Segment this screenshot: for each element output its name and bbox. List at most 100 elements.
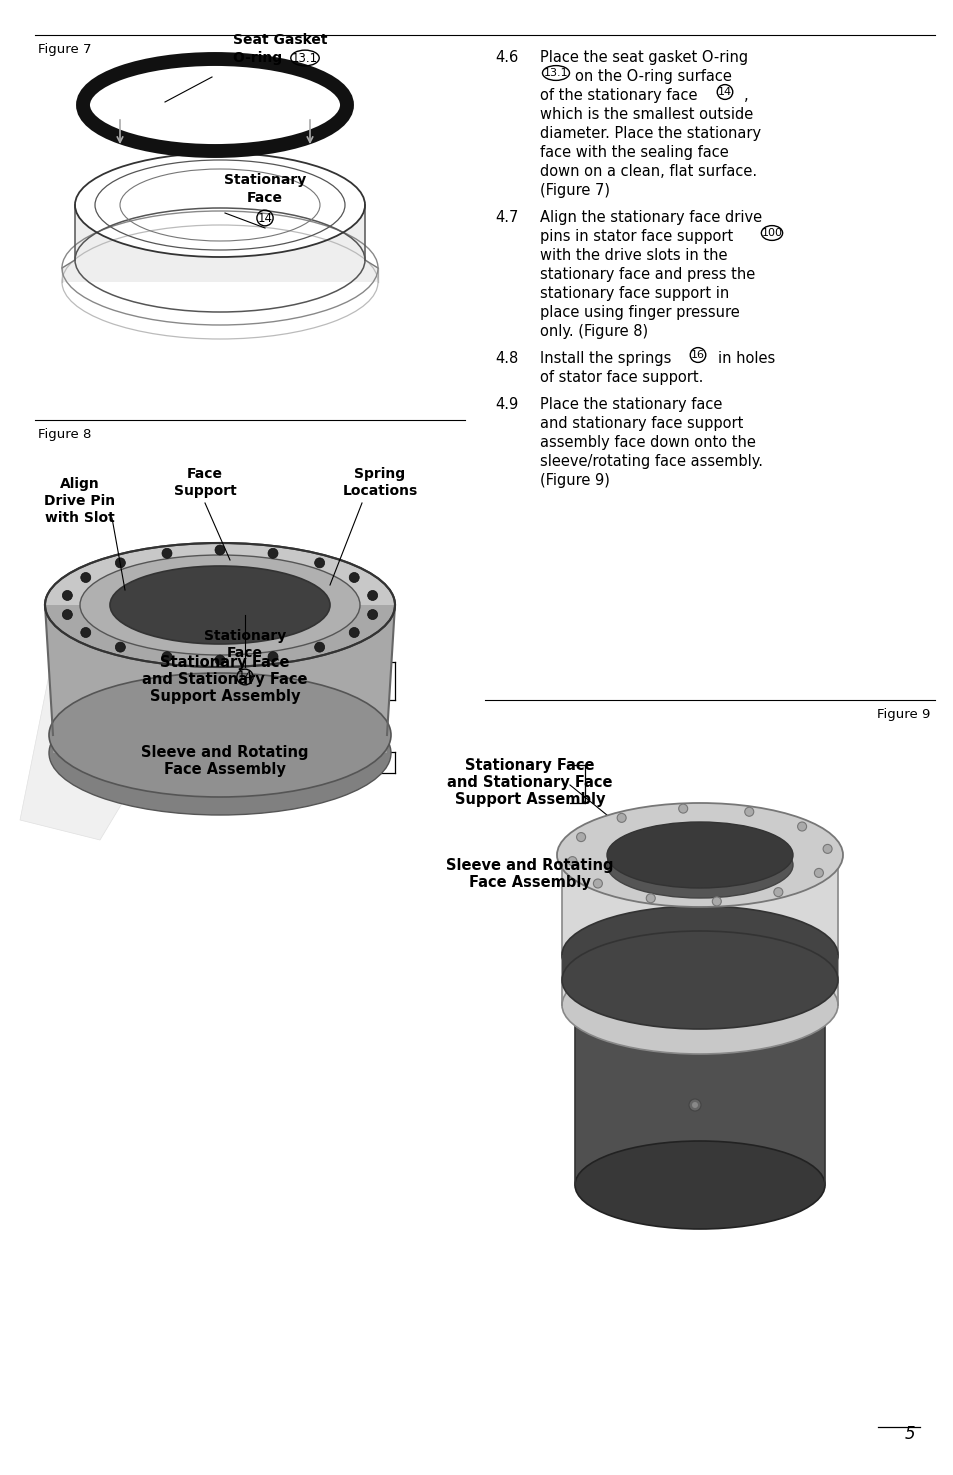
Circle shape [797,822,805,830]
Ellipse shape [561,931,837,1030]
Text: Place the stationary face: Place the stationary face [539,397,721,412]
Polygon shape [561,855,837,1004]
Circle shape [367,590,377,600]
Ellipse shape [575,962,824,1049]
Text: stationary face support in: stationary face support in [539,286,728,301]
Circle shape [162,549,172,559]
Text: place using finger pressure: place using finger pressure [539,305,739,320]
Circle shape [115,642,125,652]
Circle shape [81,627,91,637]
Text: Support: Support [173,484,236,499]
Circle shape [367,609,377,620]
Circle shape [349,572,359,583]
Circle shape [822,844,831,854]
Text: only. (Figure 8): only. (Figure 8) [539,324,647,339]
Text: 100: 100 [760,229,781,237]
Text: and Stationary Face: and Stationary Face [142,673,308,687]
Text: Stationary Face: Stationary Face [160,655,290,670]
Circle shape [214,655,225,665]
Text: Figure 8: Figure 8 [38,428,91,441]
Text: (Figure 9): (Figure 9) [539,473,609,488]
Circle shape [115,558,125,568]
Text: stationary face and press the: stationary face and press the [539,267,755,282]
Ellipse shape [49,673,391,796]
Text: (Figure 7): (Figure 7) [539,183,609,198]
Circle shape [214,544,225,555]
Text: Align the stationary face drive: Align the stationary face drive [539,209,761,226]
Text: Drive Pin: Drive Pin [45,494,115,507]
Text: in holes: in holes [718,351,775,366]
Circle shape [593,879,601,888]
Ellipse shape [606,832,792,898]
Polygon shape [575,1004,824,1184]
Polygon shape [20,580,190,839]
Text: 4.6: 4.6 [495,50,517,65]
Text: ,: , [743,88,748,103]
Circle shape [645,894,655,903]
Polygon shape [561,954,837,979]
Text: 14: 14 [718,87,731,97]
Ellipse shape [557,802,842,907]
Ellipse shape [606,822,792,888]
Text: 13.1: 13.1 [292,52,317,65]
Ellipse shape [561,906,837,1004]
Text: which is the smallest outside: which is the smallest outside [539,108,753,122]
Text: pins in stator face support: pins in stator face support [539,229,733,243]
Text: 4.8: 4.8 [495,351,517,366]
Text: 5: 5 [903,1425,914,1443]
Text: and stationary face support: and stationary face support [539,416,742,431]
Text: Figure 9: Figure 9 [876,708,929,721]
Polygon shape [45,605,395,735]
Text: Spring: Spring [355,468,405,481]
Text: Sleeve and Rotating: Sleeve and Rotating [141,745,309,760]
Circle shape [268,652,277,662]
Text: with Slot: with Slot [45,510,114,525]
Text: Face Assembly: Face Assembly [164,763,286,777]
Text: on the O-ring surface: on the O-ring surface [575,69,731,84]
Text: Face: Face [187,468,223,481]
Text: Align: Align [60,476,100,491]
Circle shape [691,1102,698,1108]
Ellipse shape [75,153,365,257]
Text: and Stationary Face: and Stationary Face [447,774,612,791]
Text: Place the seat gasket O-ring: Place the seat gasket O-ring [539,50,747,65]
Ellipse shape [45,543,395,667]
Circle shape [62,590,72,600]
Text: Install the springs: Install the springs [539,351,671,366]
Circle shape [814,869,822,878]
Circle shape [773,888,782,897]
Text: face with the sealing face: face with the sealing face [539,145,728,159]
Text: Support Assembly: Support Assembly [150,689,300,704]
Text: Seat Gasket: Seat Gasket [233,32,327,47]
Text: of stator face support.: of stator face support. [539,370,702,385]
Text: 4.7: 4.7 [495,209,517,226]
Circle shape [162,652,172,662]
Text: Figure 7: Figure 7 [38,43,91,56]
Text: sleeve/rotating face assembly.: sleeve/rotating face assembly. [539,454,762,469]
Text: Sleeve and Rotating: Sleeve and Rotating [446,858,613,873]
Polygon shape [62,205,377,282]
Text: 4.9: 4.9 [495,397,517,412]
Text: diameter. Place the stationary: diameter. Place the stationary [539,125,760,142]
Circle shape [349,627,359,637]
Ellipse shape [575,1142,824,1229]
Circle shape [314,558,324,568]
Text: with the drive slots in the: with the drive slots in the [539,248,727,263]
Circle shape [62,609,72,620]
Ellipse shape [49,690,391,816]
Ellipse shape [83,59,347,150]
Text: Face: Face [247,190,283,205]
Text: Stationary Face: Stationary Face [465,758,594,773]
Text: 14: 14 [237,671,253,683]
Text: Stationary: Stationary [224,173,306,187]
Text: assembly face down onto the: assembly face down onto the [539,435,755,450]
Text: of the stationary face: of the stationary face [539,88,697,103]
Text: 14: 14 [257,211,273,224]
Text: O-ring: O-ring [233,52,287,65]
Circle shape [567,857,577,866]
Text: 16: 16 [690,350,704,360]
Ellipse shape [110,566,330,645]
Circle shape [744,807,753,816]
Circle shape [712,897,720,906]
Text: Face: Face [227,646,263,659]
